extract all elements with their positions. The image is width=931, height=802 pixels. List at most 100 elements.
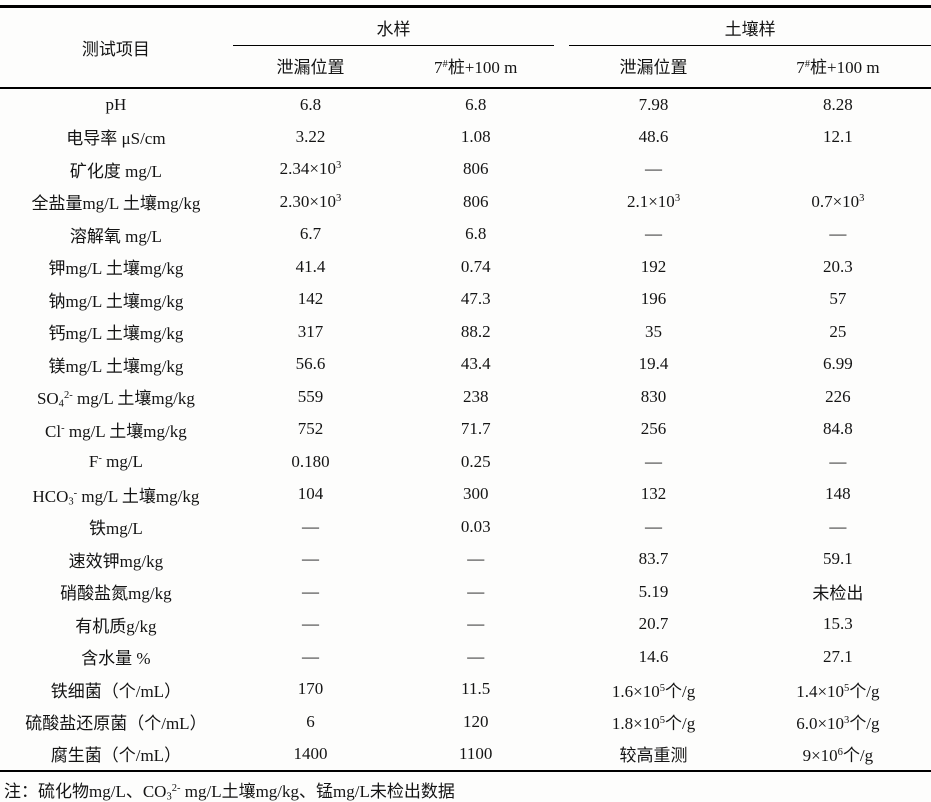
cell-water-leak-location: 2.30×103 [279,191,342,211]
row-label: 腐生菌（个/mL） [50,746,182,766]
cell-soil-pile7-plus-100m: 59.1 [823,549,853,569]
cell-water-pile7-plus-100m: — [467,581,485,601]
row-label: 钙mg/L 土壤mg/kg [48,324,184,344]
sub-header-row: 泄漏位置 7#桩+100 m 泄漏位置 7#桩+100 m [0,46,931,89]
cell-soil-pile7-plus-100m: — [829,516,847,536]
table-row: 钠mg/L 土壤mg/kg 142 47.3 196 57 [0,283,931,316]
table-row: 有机质g/kg — — 20.7 15.3 [0,608,931,641]
row-label: Cl- mg/L 土壤mg/kg [45,421,187,441]
group-header-soil-sample-label: 土壤样 [569,8,931,46]
cell-soil-leak-location: 35 [645,321,663,341]
table-header: 测试项目 水样 土壤样 泄漏位置 7#桩+100 m 泄漏位置 7#桩+100 … [0,6,931,89]
cell-soil-pile7-plus-100m: 20.3 [823,256,853,276]
cell-water-leak-location: 0.180 [291,451,330,471]
cell-water-pile7-plus-100m: 47.3 [460,289,491,309]
row-label: 矿化度 mg/L [69,161,162,181]
cell-water-leak-location: — [301,646,319,666]
row-label: 有机质g/kg [75,616,157,636]
row-label: 钾mg/L 土壤mg/kg [48,259,184,279]
cell-soil-pile7-plus-100m: 25 [829,321,847,341]
cell-soil-leak-location: — [645,224,663,244]
cell-water-leak-location: 170 [297,679,324,699]
table-row: 矿化度 mg/L 2.34×103 806 — [0,153,931,186]
group-header-water-sample: 水样 [232,7,562,46]
row-label: 硝酸盐氮mg/kg [60,584,172,604]
subheader-water-leak-location: 泄漏位置 [231,46,390,89]
cell-soil-pile7-plus-100m: — [829,451,847,471]
cell-water-leak-location: — [301,549,319,569]
row-label: 铁细菌（个/mL） [50,681,182,701]
cell-soil-pile7-plus-100m: 27.1 [823,646,853,666]
cell-water-pile7-plus-100m: 0.25 [460,451,491,471]
cell-soil-leak-location: 较高重测 [619,746,688,766]
cell-water-pile7-plus-100m: 1.08 [460,126,491,146]
cell-soil-leak-location: 1.8×105个/g [611,714,696,734]
row-label: 硫酸盐还原菌（个/mL） [25,714,207,734]
group-header-water-sample-label: 水样 [232,8,555,46]
cell-soil-pile7-plus-100m: 6.0×103个/g [796,714,880,734]
cell-soil-pile7-plus-100m: 15.3 [823,614,853,634]
cell-water-pile7-plus-100m: 71.7 [460,419,491,439]
table-row: 速效钾mg/kg — — 83.7 59.1 [0,543,931,576]
cell-soil-leak-location: 830 [640,386,667,406]
cell-soil-leak-location: 192 [640,256,667,276]
footnote: 注：硫化物mg/L、CO32- mg/L土壤mg/kg、锰mg/L未检出数据 [4,781,455,802]
cell-soil-pile7-plus-100m: 148 [825,484,851,504]
subheader-soil-leak-location: 泄漏位置 [562,46,745,89]
subheader-water-pile7-plus-100m: 7#桩+100 m [389,46,563,89]
row-label: 钠mg/L 土壤mg/kg [48,291,184,311]
group-header-soil-sample: 土壤样 [562,7,931,46]
table-row: 钙mg/L 土壤mg/kg 317 88.2 35 25 [0,316,931,349]
table-row: HCO3- mg/L 土壤mg/kg 104 300 132 148 [0,478,931,511]
cell-soil-pile7-plus-100m: — [829,224,847,244]
group-header-row: 测试项目 水样 土壤样 [0,6,931,89]
row-label: 镁mg/L 土壤mg/kg [48,356,184,376]
row-label: 铁mg/L [88,519,143,539]
cell-water-leak-location: 104 [297,484,324,504]
cell-soil-pile7-plus-100m: 57 [829,289,847,309]
cell-soil-pile7-plus-100m: 未检出 [812,584,864,604]
cell-water-leak-location: 6 [306,711,315,731]
cell-soil-pile7-plus-100m: 9×106个/g [802,746,874,766]
table-row: pH 6.8 6.8 7.98 8.28 [0,88,931,121]
table-row: 全盐量mg/L 土壤mg/kg 2.30×103 806 2.1×103 0.7… [0,186,931,219]
cell-soil-leak-location: 1.6×105个/g [611,681,696,701]
table-row: 铁细菌（个/mL） 170 11.5 1.6×105个/g 1.4×105个/g [0,673,931,706]
row-label: 电导率 μS/cm [66,129,166,149]
row-label: SO42- mg/L 土壤mg/kg [36,389,195,410]
cell-water-leak-location: — [301,581,319,601]
cell-water-leak-location: 142 [297,289,324,309]
cell-soil-leak-location: 19.4 [638,354,669,374]
cell-water-leak-location: — [301,516,319,536]
cell-water-pile7-plus-100m: 0.74 [460,256,491,276]
table-row: 电导率 μS/cm 3.22 1.08 48.6 12.1 [0,121,931,154]
cell-water-pile7-plus-100m: 0.03 [460,516,491,536]
cell-soil-leak-location: — [645,451,663,471]
cell-water-leak-location: 41.4 [295,256,326,276]
table-row: 溶解氧 mg/L 6.7 6.8 — — [0,218,931,251]
table-row: 硝酸盐氮mg/kg — — 5.19 未检出 [0,576,931,609]
document-page: 测试项目 水样 土壤样 泄漏位置 7#桩+100 m 泄漏位置 7#桩+100 … [0,5,931,802]
table-row: Cl- mg/L 土壤mg/kg 752 71.7 256 84.8 [0,413,931,446]
cell-water-pile7-plus-100m: 88.2 [460,321,491,341]
cell-water-pile7-plus-100m: 806 [462,159,489,179]
cell-water-pile7-plus-100m: — [467,549,485,569]
row-label: HCO3- mg/L 土壤mg/kg [32,486,200,508]
cell-water-leak-location: 56.6 [295,354,326,374]
cell-soil-leak-location: 2.1×103 [626,191,681,211]
cell-water-pile7-plus-100m: 120 [462,711,489,731]
cell-water-pile7-plus-100m: 1100 [459,743,493,763]
cell-water-pile7-plus-100m: 6.8 [465,94,487,114]
cell-water-leak-location: 6.8 [299,94,322,114]
cell-soil-leak-location: — [645,516,663,536]
cell-water-pile7-plus-100m: 11.5 [461,679,491,699]
cell-water-leak-location: 2.34×103 [279,159,342,179]
table-row: 腐生菌（个/mL） 1400 1100 较高重测 9×106个/g [0,738,931,771]
cell-soil-pile7-plus-100m: 0.7×103 [811,191,865,211]
cell-water-leak-location: 6.7 [299,224,322,244]
row-label: 全盐量mg/L 土壤mg/kg [31,194,201,214]
cell-soil-leak-location: — [645,159,663,179]
row-label: 速效钾mg/kg [68,551,164,571]
table-row: 钾mg/L 土壤mg/kg 41.4 0.74 192 20.3 [0,251,931,284]
cell-water-leak-location: 752 [297,419,324,439]
